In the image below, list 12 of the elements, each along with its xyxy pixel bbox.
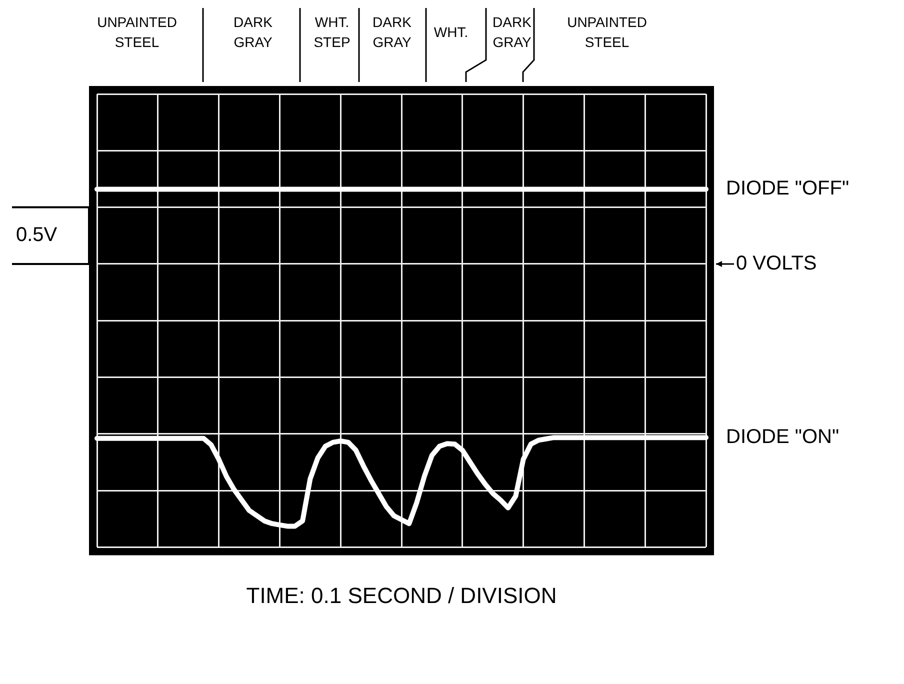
text: DARK GRAY xyxy=(234,14,274,50)
text: UNPAINTED STEEL xyxy=(97,14,177,50)
text: UNPAINTED STEEL xyxy=(567,14,647,50)
series-label: DIODE "ON" xyxy=(726,426,840,448)
text: WHT. xyxy=(434,24,468,40)
text: 0.5V xyxy=(16,224,58,246)
text: WHT. STEP xyxy=(314,14,350,50)
text: DARK GRAY xyxy=(372,14,412,50)
text: 0 VOLTS xyxy=(736,252,817,274)
x-axis-title: TIME: 0.1 SECOND / DIVISION xyxy=(246,582,557,608)
text: DARK GRAY xyxy=(492,14,532,50)
series-label: DIODE "OFF" xyxy=(726,178,850,200)
